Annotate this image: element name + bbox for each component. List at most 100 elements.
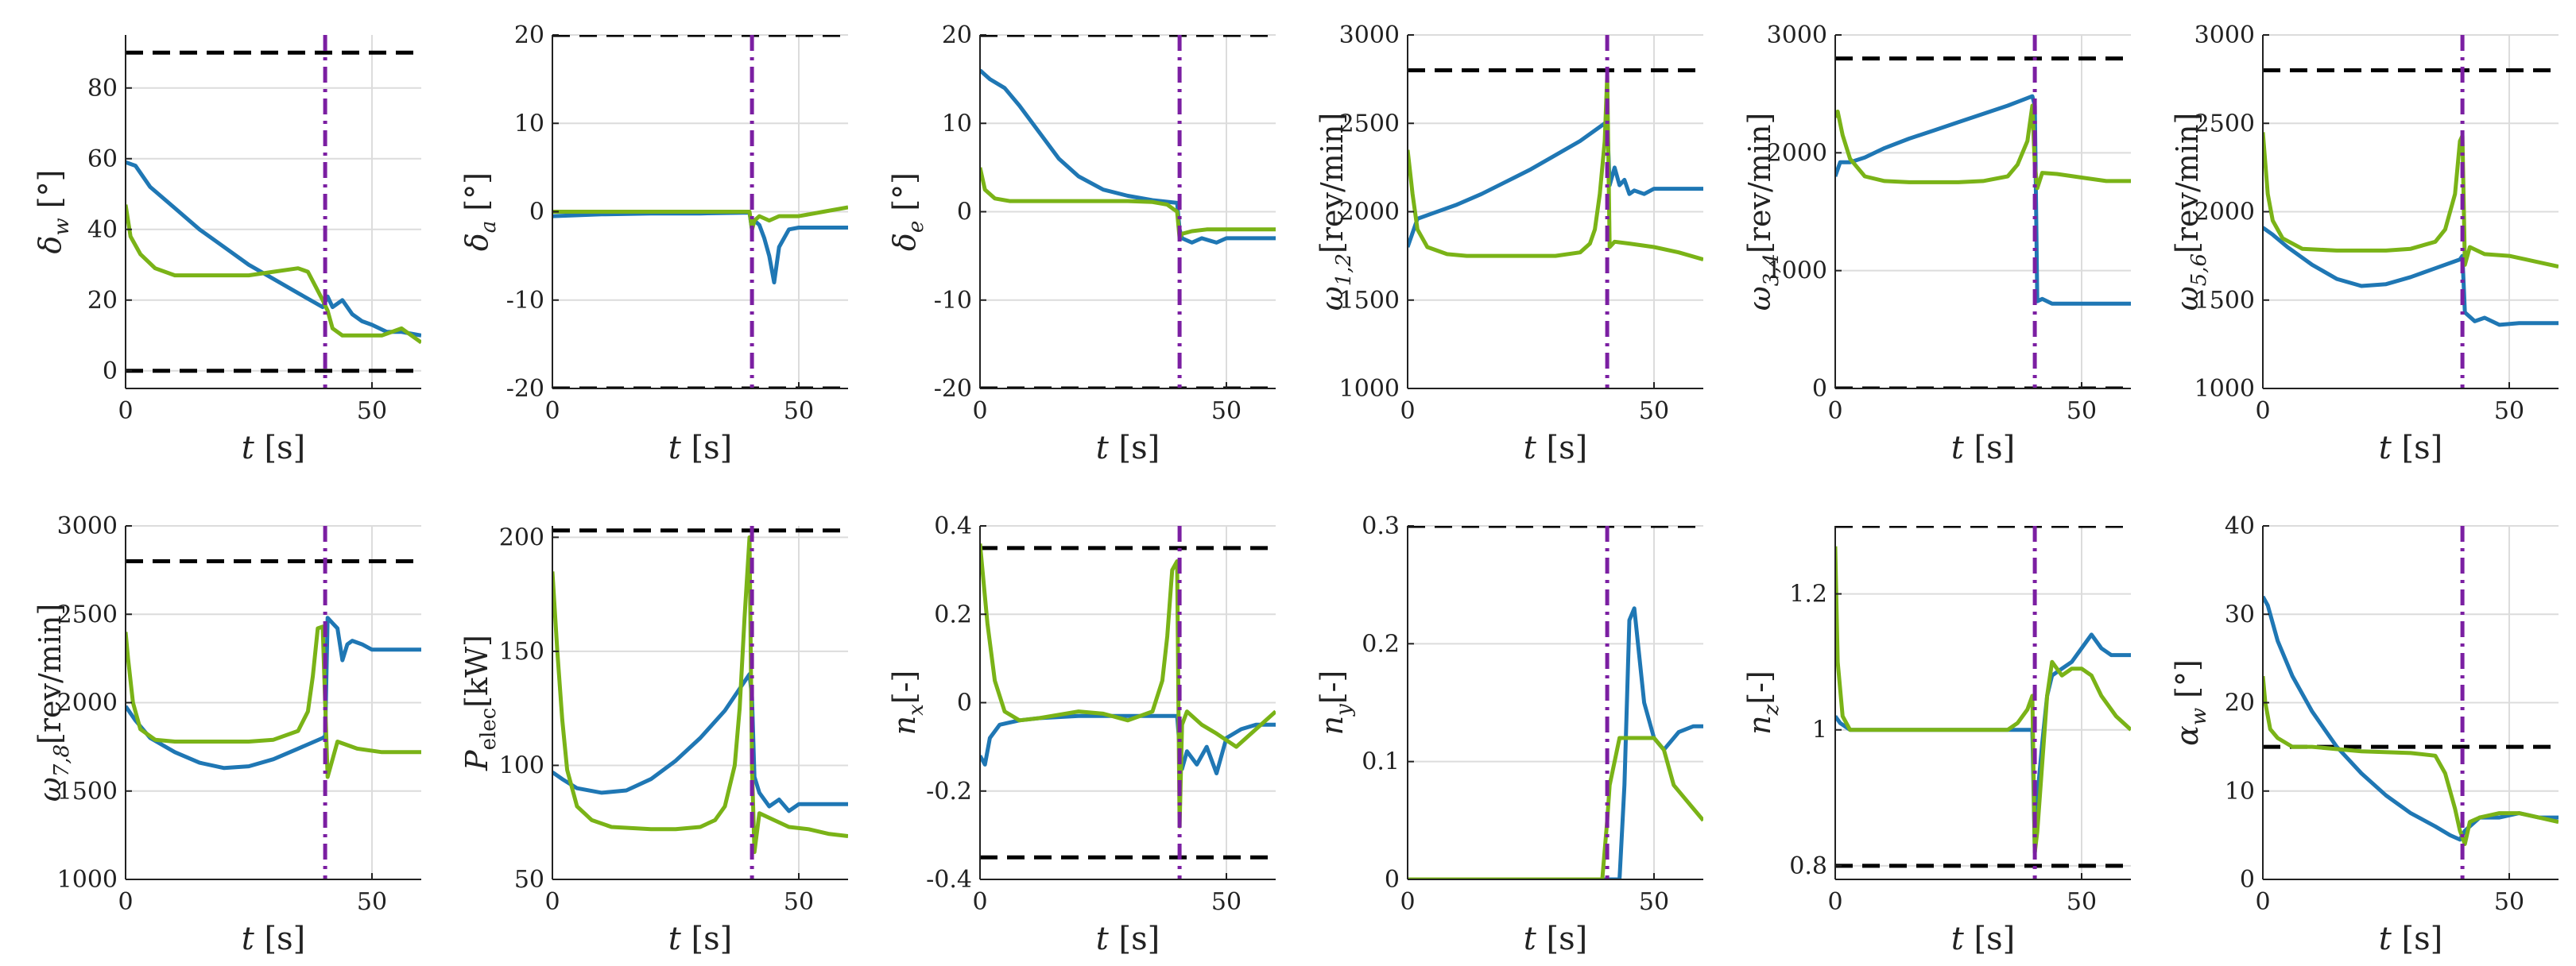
y-tick-label: 2000	[57, 690, 118, 717]
y-tick-label: -0.2	[926, 778, 972, 806]
y-tick-label: 30	[2225, 601, 2255, 628]
x-tick-label: 0	[1400, 888, 1415, 916]
y-tick-label: 3000	[2194, 21, 2255, 49]
y-tick-label: 1.2	[1789, 581, 1827, 609]
x-tick-label: 50	[357, 888, 387, 916]
y-axis-label: δa [°]	[459, 172, 501, 251]
y-tick-label: -0.4	[926, 866, 972, 894]
x-axis-label: t [s]	[1524, 430, 1588, 466]
series-line-blue	[552, 211, 848, 284]
y-tick-label: 0.8	[1789, 852, 1827, 880]
series-line-green	[2263, 132, 2559, 269]
panel-omega_56: 1000 1500 2000 2500 3000 0 50 t [s] ω5,6[rev/min…	[2170, 21, 2559, 466]
series-line-blue	[126, 616, 421, 771]
panel-omega_34: 0 1000 2000 3000 0 50 t [s] ω3,4[rev/min]	[1742, 21, 2131, 466]
series-line-green	[980, 543, 1276, 829]
plot-area	[2263, 526, 2559, 879]
y-tick-label: 10	[942, 110, 972, 137]
y-tick-label: 2500	[1339, 110, 1400, 137]
y-tick-label: 3000	[1767, 21, 1827, 49]
y-tick-label: 1500	[1339, 287, 1400, 315]
y-tick-label: 20	[514, 21, 544, 49]
y-tick-label: 2000	[1339, 199, 1400, 226]
x-tick-label: 0	[118, 397, 133, 425]
y-tick-label: 20	[2225, 690, 2255, 717]
series-line-blue	[1408, 606, 1703, 879]
x-axis-label: t [s]	[2379, 921, 2443, 957]
y-tick-label: 0.3	[1362, 512, 1400, 540]
x-axis-label: t [s]	[242, 921, 306, 957]
x-tick-label: 50	[1211, 888, 1242, 916]
x-axis-label: t [s]	[1524, 921, 1588, 957]
x-axis-label: t [s]	[2379, 430, 2443, 466]
y-tick-label: -10	[934, 287, 972, 315]
y-axis-label: ω3,4[rev/min]	[1742, 113, 1784, 311]
y-tick-label: 0	[1812, 375, 1827, 403]
series-line-blue	[1835, 94, 2131, 306]
x-tick-label: 0	[2255, 888, 2270, 916]
y-axis-label: nz[-]	[1742, 670, 1784, 735]
plot-area	[1408, 526, 1703, 879]
x-axis-label: t [s]	[668, 430, 733, 466]
panel-omega_78: 1000 1500 2000 2500 3000 0 50 t [s] ω7,8[rev/min…	[33, 512, 421, 957]
panel-n_y: 0 0.1 0.2 0.3 0 50 t [s] ny[-]	[1315, 512, 1703, 957]
x-tick-label: 0	[1827, 397, 1842, 425]
series-line-blue	[980, 68, 1276, 245]
panel-n_z: 0.8 1 1.2 0 50 t [s] nz[-]	[1742, 526, 2131, 957]
series-line-blue	[2263, 226, 2559, 327]
y-tick-label: 1	[1812, 717, 1827, 744]
series-line-green	[552, 535, 848, 854]
series-line-blue	[1408, 119, 1703, 248]
plot-area	[2263, 35, 2559, 388]
y-tick-label: 1000	[1767, 257, 1827, 285]
y-tick-label: 20	[87, 287, 118, 315]
x-tick-label: 50	[1639, 397, 1669, 425]
plot-area	[1835, 526, 2131, 879]
series-line-green	[1835, 546, 2131, 855]
y-axis-label: δe [°]	[887, 172, 928, 251]
x-tick-label: 50	[357, 397, 387, 425]
x-tick-label: 0	[972, 888, 987, 916]
y-tick-label: 1000	[2194, 375, 2255, 403]
x-tick-label: 50	[784, 888, 814, 916]
panel-n_x: -0.4 -0.2 0 0.2 0.4 0 50 t [s] nx[-]	[887, 512, 1276, 957]
y-tick-label: 1500	[57, 778, 118, 806]
y-axis-label: ny[-]	[1315, 670, 1356, 736]
y-tick-label: 0	[529, 199, 544, 226]
y-tick-label: 1000	[57, 866, 118, 894]
y-tick-label: 0	[2240, 866, 2255, 894]
plot-area	[980, 35, 1276, 388]
x-tick-label: 0	[118, 888, 133, 916]
series-line-green	[1835, 103, 2131, 191]
panel-delta_w: 0 20 40 60 80 0 50 t [s] δw [°]	[33, 35, 421, 466]
series-line-blue	[1835, 632, 2131, 855]
x-axis-label: t [s]	[1096, 430, 1160, 466]
y-tick-label: 10	[514, 110, 544, 137]
y-axis-label: δw [°]	[33, 170, 74, 254]
x-tick-label: 0	[544, 397, 560, 425]
y-tick-label: 2000	[1767, 139, 1827, 167]
x-tick-label: 50	[2494, 397, 2524, 425]
y-tick-label: 1000	[1339, 375, 1400, 403]
y-tick-label: -20	[506, 375, 544, 403]
x-axis-label: t [s]	[242, 430, 306, 466]
y-tick-label: -20	[934, 375, 972, 403]
series-line-blue	[126, 160, 421, 338]
series-line-green	[1408, 73, 1703, 262]
plot-area	[1408, 35, 1703, 388]
y-tick-label: 2500	[2194, 110, 2255, 137]
plot-area	[126, 526, 421, 879]
x-tick-label: 0	[1827, 888, 1842, 916]
panel-delta_a: -20 -10 0 10 20 0 50 t [s] δa [°]	[459, 21, 848, 466]
y-tick-label: 10	[2225, 778, 2255, 806]
y-tick-label: 0	[957, 690, 972, 717]
y-tick-label: 0.2	[934, 601, 972, 628]
y-tick-label: 0.1	[1362, 748, 1400, 776]
y-axis-label: Pelec[kW]	[459, 635, 501, 771]
panel-omega_12: 1000 1500 2000 2500 3000 0 50 t [s] ω1,2[rev/min…	[1315, 21, 1703, 466]
y-tick-label: 80	[87, 75, 118, 102]
plot-area	[552, 35, 848, 388]
y-tick-label: 3000	[57, 512, 118, 540]
y-tick-label: 200	[499, 524, 544, 551]
